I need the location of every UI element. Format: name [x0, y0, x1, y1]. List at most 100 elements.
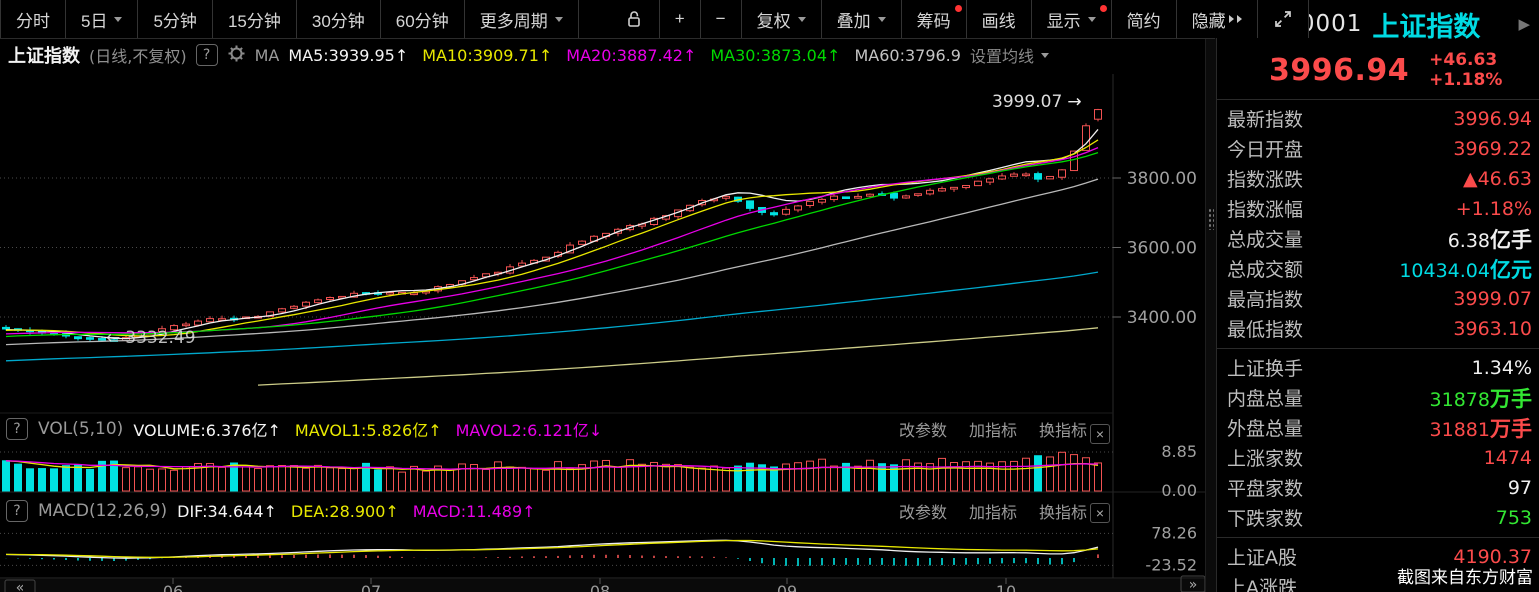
- quote-stat-row: 今日开盘 3969.22: [1217, 134, 1539, 164]
- stat-value: 6.38亿手: [1447, 227, 1532, 252]
- toolbar-button-zoom-out[interactable]: −: [700, 0, 742, 38]
- quote-stat-row: 上涨家数 1474: [1217, 443, 1539, 473]
- toolbar-label: 隐藏: [1191, 11, 1226, 31]
- toolbar-button-draw-line[interactable]: 画线: [966, 0, 1032, 38]
- gear-icon[interactable]: [227, 44, 246, 67]
- toolbar-button-5min-view[interactable]: 5分钟: [138, 0, 213, 38]
- toolbar-button-overlay[interactable]: 叠加: [821, 0, 902, 38]
- notification-dot: [954, 5, 962, 12]
- panel-action-1[interactable]: 加指标: [968, 503, 1017, 522]
- stat-value: 3969.22: [1453, 137, 1532, 160]
- toolbar: 分时 5日 5分钟 15分钟 30分钟 60分钟 更多周期 + − 复权 叠加 筹码 画线 显示 简约 隐藏: [0, 0, 1309, 39]
- quote-stat-row: 最高指数 3999.07: [1217, 284, 1539, 314]
- panel-action-1[interactable]: 加指标: [968, 421, 1017, 440]
- toolbar-button-5day-view[interactable]: 5日: [66, 0, 139, 38]
- toolbar-button-more-periods[interactable]: 更多周期: [464, 0, 579, 38]
- help-icon[interactable]: ?: [6, 500, 28, 522]
- stat-unit: 亿手: [1490, 227, 1532, 252]
- panel-action-2[interactable]: 换指标: [1038, 503, 1087, 522]
- notification-dot: [1099, 5, 1107, 12]
- toolbar-label: 简约: [1126, 11, 1161, 31]
- stat-label: 上证A股: [1227, 547, 1297, 570]
- toolbar-button-adjust-price[interactable]: 复权: [741, 0, 822, 38]
- svg-text:«: «: [16, 580, 25, 592]
- quote-stat-row: 最低指数 3963.10: [1217, 314, 1539, 344]
- vol-panel-header: ? VOL(5,10) VOLUME:6.376亿↑ MAVOL1:5.826亿↑…: [6, 415, 1111, 443]
- chevron-down-icon: [797, 16, 806, 22]
- toolbar-button-15min-view[interactable]: 15分钟: [212, 0, 297, 38]
- next-stock-arrow[interactable]: ▶: [1518, 15, 1530, 33]
- quote-stat-row: 指数涨跌 ▲46.63: [1217, 164, 1539, 194]
- quote-stat-row: 内盘总量 31878万手: [1217, 383, 1539, 413]
- vol-indicator-name[interactable]: VOL(5,10): [38, 419, 124, 439]
- stat-value: ▲46.63: [1462, 167, 1532, 190]
- quote-stat-row: 平盘家数 97: [1217, 473, 1539, 503]
- stat-unit: 万手: [1490, 386, 1532, 411]
- toolbar-label: 5日: [81, 11, 108, 31]
- change-value: +46.63: [1429, 50, 1498, 70]
- stat-value: 3963.10: [1453, 317, 1532, 340]
- stat-label: 总成交量: [1227, 229, 1304, 252]
- help-icon[interactable]: ?: [6, 418, 28, 440]
- panel-splitter[interactable]: [1205, 0, 1216, 592]
- toolbar-label: 60分钟: [395, 11, 449, 31]
- quote-stat-row: 下跌家数 753: [1217, 503, 1539, 533]
- quote-stat-row: 上证换手 1.34%: [1217, 353, 1539, 383]
- help-icon[interactable]: ?: [195, 44, 218, 66]
- vol-actions: 改参数 加指标 换指标: [899, 417, 1087, 441]
- toolbar-button-lock[interactable]: [608, 0, 660, 38]
- toolbar-label: 叠加: [836, 11, 871, 31]
- quote-stats-list: 最新指数 3996.94 今日开盘 3969.22 指数涨跌 ▲46.63 指数涨幅 +1.1…: [1217, 104, 1539, 592]
- toolbar-label: 显示: [1046, 11, 1081, 31]
- stat-value: +1.18%: [1455, 197, 1532, 220]
- stat-value: 97: [1507, 476, 1532, 499]
- ma-readout-4: MA60:3796.9: [854, 45, 961, 65]
- svg-text:-23.52: -23.52: [1145, 555, 1197, 574]
- stat-label: 今日开盘: [1227, 139, 1304, 162]
- chart-title: 上证指数: [8, 46, 80, 67]
- chart-legend: 上证指数 (日线,不复权) ? MA MA5:3939.95↑ MA10:3909…: [0, 40, 1218, 70]
- macd-readout-0: DIF:34.644↑: [177, 501, 277, 521]
- toolbar-button-fullscreen[interactable]: [1257, 0, 1309, 38]
- vol-close-button[interactable]: ×: [1090, 424, 1110, 444]
- candlestick-chart[interactable]: 3800.00 3600.00 3400.00 8.85 0.00 78.26 -23.52…: [0, 0, 1215, 592]
- macd-readout-2: MACD:11.489↑: [412, 501, 536, 521]
- stat-label: 上证换手: [1227, 358, 1304, 381]
- svg-text:78.26: 78.26: [1151, 523, 1197, 542]
- stat-value: 3996.94: [1453, 107, 1532, 130]
- macd-actions: 改参数 加指标 换指标: [899, 499, 1087, 523]
- toolbar-button-chip-distribution[interactable]: 筹码: [901, 0, 967, 38]
- macd-readout-1: DEA:28.900↑: [290, 501, 399, 521]
- toolbar-button-minute-view[interactable]: 分时: [0, 0, 66, 38]
- toolbar-button-hide[interactable]: 隐藏: [1176, 0, 1258, 38]
- ma-settings-button[interactable]: 设置均线: [970, 43, 1049, 67]
- chevron-right-icon: [1236, 15, 1242, 23]
- macd-close-button[interactable]: ×: [1090, 503, 1110, 523]
- vol-readout-2: MAVOL2:6.121亿↓: [455, 421, 603, 440]
- macd-indicator-name[interactable]: MACD(12,26,9): [38, 501, 168, 521]
- quote-stat-row: 总成交额 10434.04亿元: [1217, 254, 1539, 284]
- chevron-down-icon: [877, 16, 886, 22]
- ma-readout-3: MA30:3873.04↑: [710, 45, 841, 65]
- toolbar-button-60min-view[interactable]: 60分钟: [380, 0, 465, 38]
- quote-sidebar: ◀ 000001 上证指数 ▶ 3996.94 +46.63 +1.18% 最新…: [1216, 0, 1539, 592]
- chart-subtitle: (日线,不复权): [89, 47, 187, 66]
- toolbar-button-zoom-in[interactable]: +: [659, 0, 701, 38]
- divider: [1217, 536, 1539, 538]
- splitter-grip-icon[interactable]: [1208, 208, 1214, 230]
- vol-readouts: VOLUME:6.376亿↑ MAVOL1:5.826亿↑ MAVOL2:6.121…: [133, 417, 602, 441]
- change-percent: +1.18%: [1429, 70, 1503, 91]
- panel-action-0[interactable]: 改参数: [898, 503, 947, 522]
- toolbar-button-30min-view[interactable]: 30分钟: [296, 0, 381, 38]
- fullscreen-icon: [1273, 9, 1293, 29]
- quote-stat-row: 上证A股 4190.37: [1217, 542, 1539, 572]
- last-price: 3996.94: [1269, 52, 1410, 88]
- panel-action-2[interactable]: 换指标: [1038, 421, 1087, 440]
- toolbar-label: +: [674, 9, 685, 28]
- panel-action-0[interactable]: 改参数: [898, 421, 947, 440]
- ma-group-label[interactable]: MA: [254, 45, 280, 65]
- svg-text:06: 06: [163, 582, 183, 592]
- toolbar-button-simple-mode[interactable]: 简约: [1111, 0, 1177, 38]
- toolbar-button-display[interactable]: 显示: [1031, 0, 1112, 38]
- ma-readout-2: MA20:3887.42↑: [566, 45, 697, 65]
